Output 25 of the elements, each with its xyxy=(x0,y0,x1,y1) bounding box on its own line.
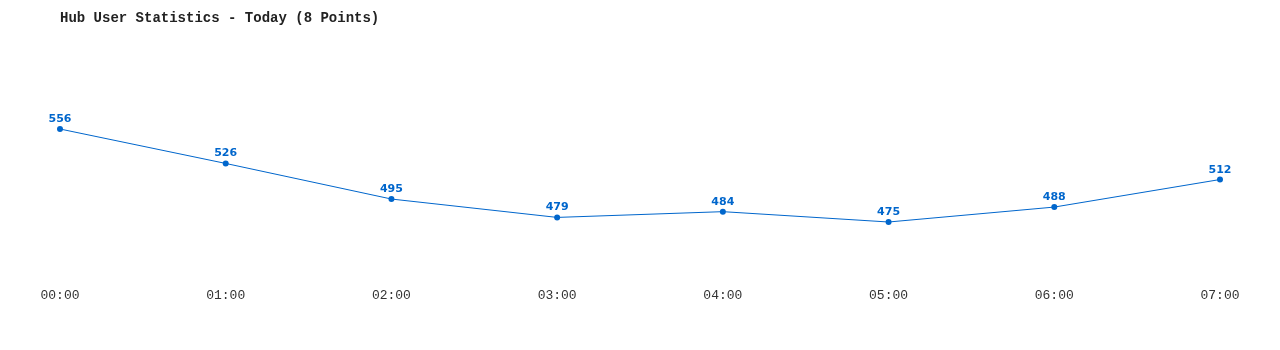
x-tick-label: 06:00 xyxy=(1034,288,1074,304)
data-label: 495 xyxy=(379,182,403,196)
point xyxy=(1217,176,1223,183)
point xyxy=(719,208,726,215)
x-tick-label: 00:00 xyxy=(40,288,80,304)
x-tick-label: 03:00 xyxy=(537,288,577,304)
point xyxy=(1051,204,1058,211)
data-label: 512 xyxy=(1208,162,1232,176)
x-tick-label: 07:00 xyxy=(1200,288,1240,304)
data-label: 526 xyxy=(214,146,238,160)
point xyxy=(885,219,892,225)
data-label: 556 xyxy=(48,112,72,125)
point xyxy=(388,196,395,203)
x-tick-label: 01:00 xyxy=(206,288,246,304)
data-label: 475 xyxy=(877,205,901,218)
point xyxy=(554,214,561,221)
point xyxy=(57,126,63,132)
chart-title: Hub User Statistics - Today (8 Points) xyxy=(60,10,380,26)
x-tick-label: 02:00 xyxy=(371,288,411,304)
data-label: 488 xyxy=(1042,190,1066,204)
x-tick-label: 05:00 xyxy=(869,288,909,304)
data-label: 479 xyxy=(545,200,569,214)
data-label: 484 xyxy=(711,194,735,208)
point xyxy=(222,160,229,167)
x-tick-label: 04:00 xyxy=(703,288,743,304)
